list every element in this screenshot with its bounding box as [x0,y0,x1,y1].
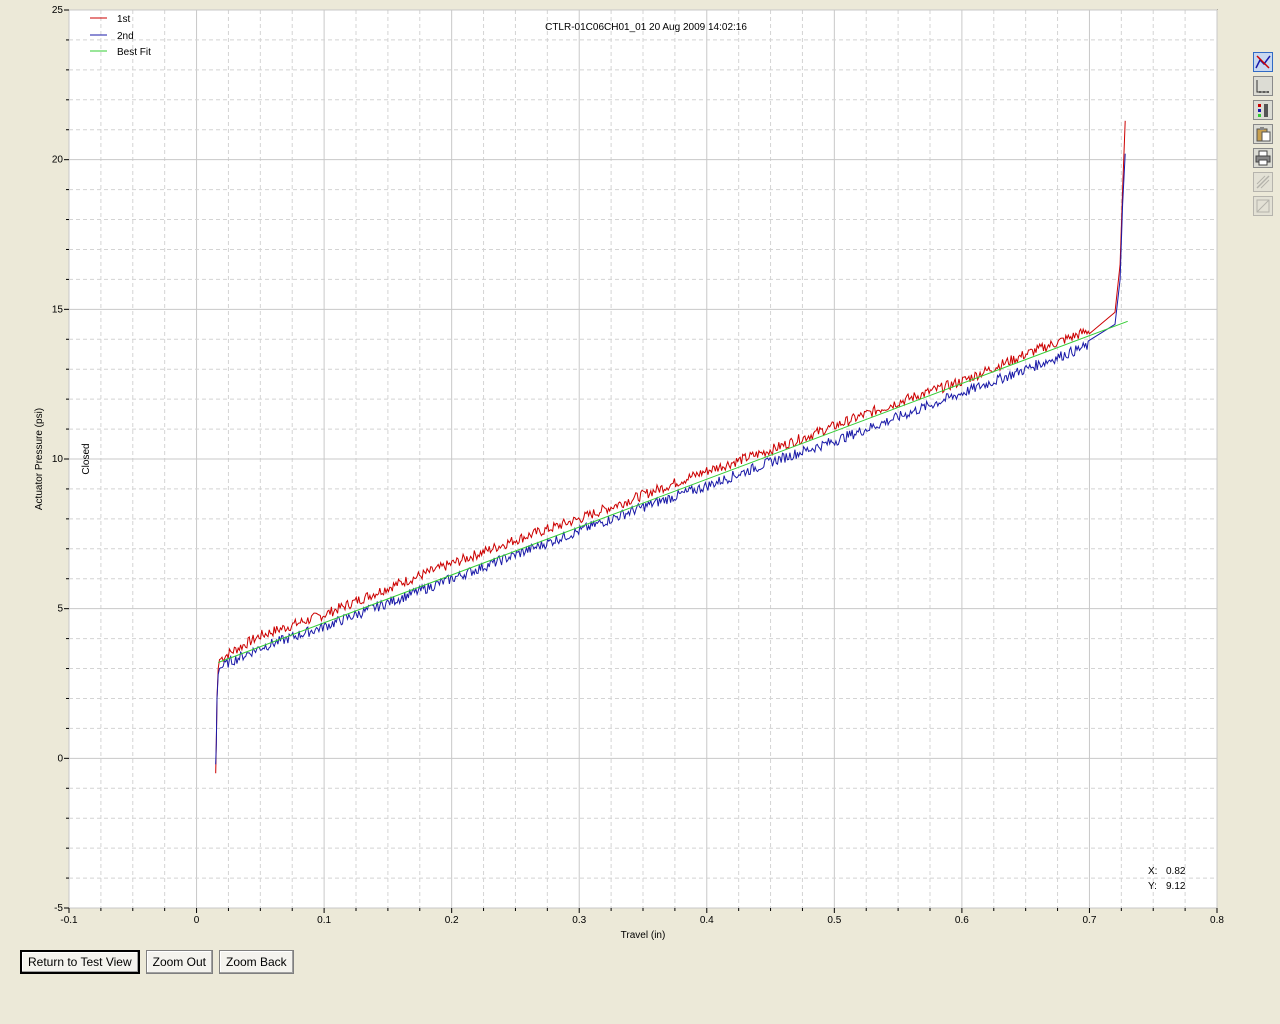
copy-clipboard-icon [1256,127,1271,142]
disabled-tool-icon [1256,175,1270,189]
y-tick-label: -5 [54,903,63,914]
series-select-icon [1255,55,1271,69]
legend-button[interactable] [1253,100,1273,120]
axis-scale-icon [1256,80,1269,93]
x-tick-label: 0 [194,915,200,926]
x-tick-label: 0.8 [1210,915,1224,926]
series-lines [215,120,1128,774]
series-line-1st [215,120,1126,774]
disabled-tool-button [1253,172,1273,192]
zoom-back-button[interactable]: Zoom Back [218,950,294,974]
axis-scale-button[interactable] [1253,76,1273,96]
cursor-x-value: 0.82 [1166,866,1186,877]
cursor-readout: X: 0.82 Y: 9.12 [1148,866,1186,892]
legend-label-2nd: 2nd [117,31,134,42]
chart-toolbar [1253,52,1275,220]
cursor-y-label: Y: [1148,881,1157,892]
x-tick-label: 0.6 [955,915,969,926]
axis-ticks [64,9,1218,913]
x-tick-label: 0.1 [317,915,331,926]
y-tick-label: 0 [57,753,63,764]
legend-icon [1258,104,1268,117]
y-axis-title: Actuator Pressure (psi) [34,408,45,510]
chart: -0.1 0 0.1 0.2 0.3 0.4 0.5 0.6 0.7 0.8 -5 0 5 10 15 20… [34,5,1224,941]
return-to-test-view-button[interactable]: Return to Test View [20,950,140,974]
print-icon [1255,150,1271,166]
x-tick-label: 0.4 [700,915,714,926]
y-tick-label: 25 [52,5,64,16]
closed-label: Closed [81,443,92,474]
cursor-x-label: X: [1148,866,1157,877]
print-button[interactable] [1253,148,1273,168]
series-select-button[interactable] [1253,52,1273,72]
disabled-tool-2-icon [1256,199,1270,213]
chart-title: CTLR-01C06CH01_01 20 Aug 2009 14:02:16 [545,22,747,33]
x-tick-label: 0.5 [827,915,841,926]
x-tick-label: 0.2 [445,915,459,926]
series-line-best-fit [218,320,1128,663]
x-tick-labels: -0.1 0 0.1 0.2 0.3 0.4 0.5 0.6 0.7 0.8 [60,915,1224,926]
x-tick-label: -0.1 [60,915,78,926]
x-axis-title: Travel (in) [621,930,666,941]
cursor-y-value: 9.12 [1166,881,1186,892]
legend-label-best-fit: Best Fit [117,47,151,58]
y-tick-label: 20 [52,155,64,166]
x-tick-label: 0.7 [1082,915,1096,926]
y-tick-label: 10 [52,454,64,465]
action-buttons: Return to Test View Zoom Out Zoom Back [20,950,294,974]
legend-label-1st: 1st [117,14,131,25]
copy-clipboard-button[interactable] [1253,124,1273,144]
zoom-out-button[interactable]: Zoom Out [145,950,213,974]
series-line-2nd [215,153,1126,765]
disabled-tool-2-button [1253,196,1273,216]
y-tick-label: 15 [52,304,64,315]
legend: 1st 2nd Best Fit [90,14,151,58]
y-tick-label: 5 [57,604,63,615]
y-tick-labels: -5 0 5 10 15 20 25 [52,5,64,914]
chart-panel: -0.1 0 0.1 0.2 0.3 0.4 0.5 0.6 0.7 0.8 -5 0 5 10 15 20… [34,5,1224,941]
x-tick-label: 0.3 [572,915,586,926]
